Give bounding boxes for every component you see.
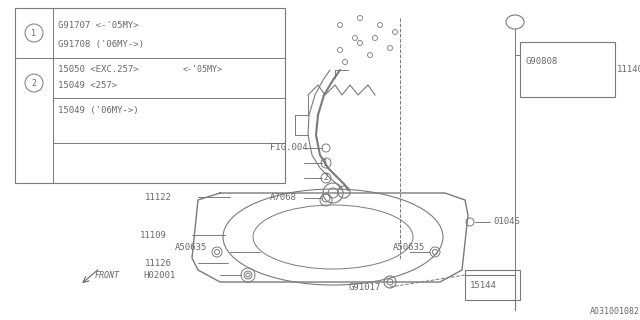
Text: A50635: A50635 [175, 244, 207, 252]
Text: 15049 ('06MY->): 15049 ('06MY->) [58, 106, 139, 115]
Text: 11126: 11126 [145, 259, 172, 268]
Text: H02001: H02001 [143, 270, 175, 279]
Text: 15049 <257>: 15049 <257> [58, 82, 117, 91]
Text: FIG.004: FIG.004 [270, 143, 308, 153]
Text: G91707 <-'05MY>: G91707 <-'05MY> [58, 20, 139, 29]
Text: A50635: A50635 [393, 244, 425, 252]
Text: A031001082: A031001082 [590, 308, 640, 316]
Text: G91017: G91017 [349, 283, 381, 292]
Text: FRONT: FRONT [95, 271, 120, 281]
Text: <-'05MY>: <-'05MY> [183, 66, 223, 75]
Text: 15144: 15144 [470, 281, 497, 290]
Text: 1: 1 [323, 158, 328, 167]
Bar [520, 42, 615, 97]
Text: 1: 1 [31, 28, 36, 37]
Text: 0104S: 0104S [493, 218, 520, 227]
Text: 2: 2 [31, 78, 36, 87]
Text: 2: 2 [323, 173, 328, 182]
Text: 11109: 11109 [140, 230, 167, 239]
Text: A7068: A7068 [270, 194, 297, 203]
Bar [15, 8, 285, 183]
Text: G90808: G90808 [525, 57, 557, 66]
Text: 15050 <EXC.257>: 15050 <EXC.257> [58, 66, 139, 75]
Bar [465, 270, 520, 300]
Text: 11140: 11140 [617, 65, 640, 74]
Text: G91708 ('06MY->): G91708 ('06MY->) [58, 39, 144, 49]
Text: 11122: 11122 [145, 193, 172, 202]
